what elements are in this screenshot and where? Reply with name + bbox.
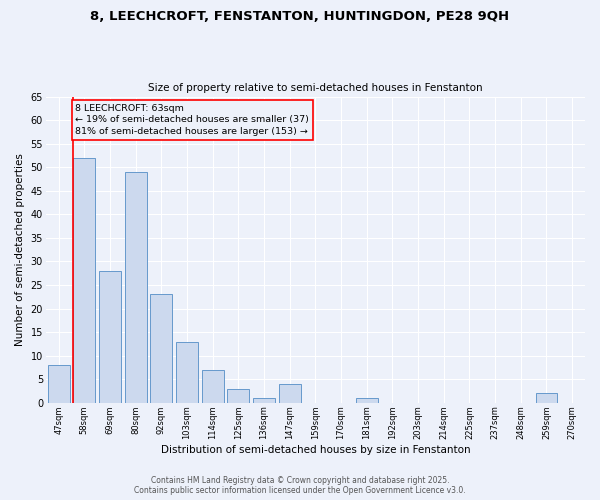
Bar xyxy=(279,384,301,403)
Title: Size of property relative to semi-detached houses in Fenstanton: Size of property relative to semi-detach… xyxy=(148,83,483,93)
Bar xyxy=(253,398,275,403)
X-axis label: Distribution of semi-detached houses by size in Fenstanton: Distribution of semi-detached houses by … xyxy=(161,445,470,455)
Text: Contains HM Land Registry data © Crown copyright and database right 2025.
Contai: Contains HM Land Registry data © Crown c… xyxy=(134,476,466,495)
Bar xyxy=(536,394,557,403)
Bar xyxy=(176,342,198,403)
Bar xyxy=(48,365,70,403)
Bar xyxy=(227,388,250,403)
Bar xyxy=(125,172,146,403)
Bar xyxy=(202,370,224,403)
Bar xyxy=(99,271,121,403)
Bar xyxy=(356,398,377,403)
Text: 8, LEECHCROFT, FENSTANTON, HUNTINGDON, PE28 9QH: 8, LEECHCROFT, FENSTANTON, HUNTINGDON, P… xyxy=(91,10,509,23)
Text: 8 LEECHCROFT: 63sqm
← 19% of semi-detached houses are smaller (37)
81% of semi-d: 8 LEECHCROFT: 63sqm ← 19% of semi-detach… xyxy=(76,104,309,136)
Bar xyxy=(151,294,172,403)
Bar xyxy=(73,158,95,403)
Y-axis label: Number of semi-detached properties: Number of semi-detached properties xyxy=(15,153,25,346)
